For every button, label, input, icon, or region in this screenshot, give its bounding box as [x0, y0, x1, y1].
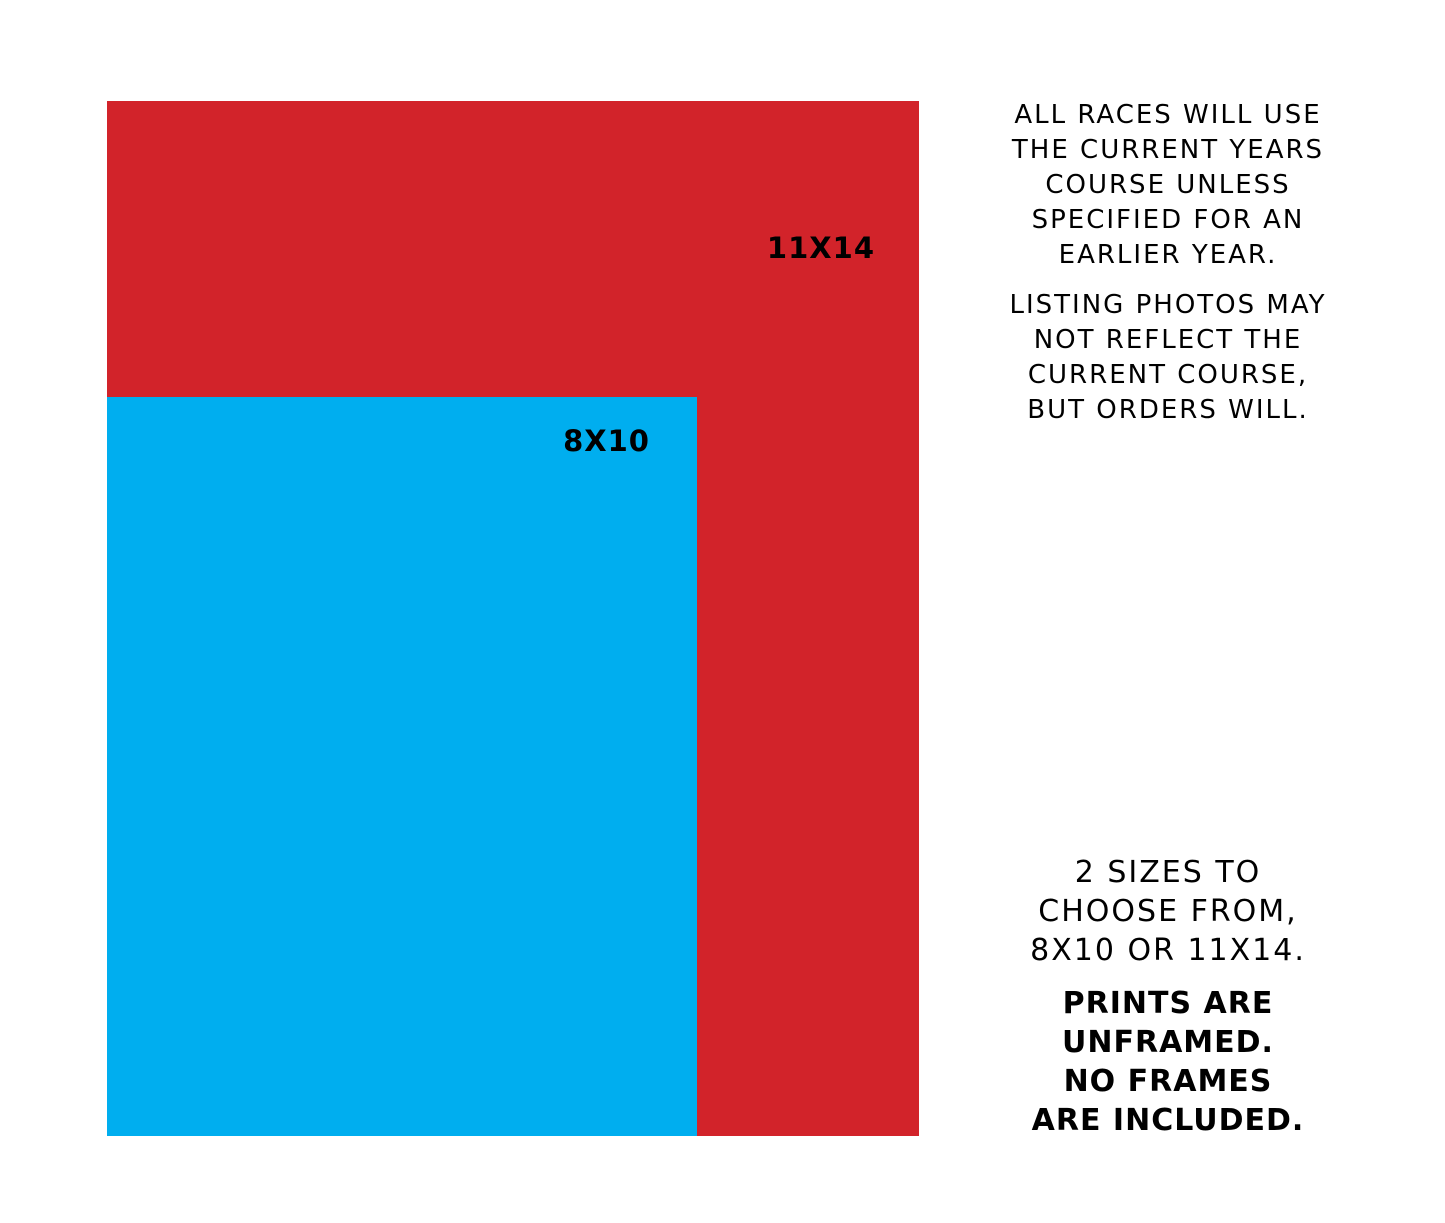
size-label-11x14: 11X14	[766, 231, 875, 265]
print-8x10-area: 8X10	[107, 397, 697, 1136]
sizes-note-text: 2 SIZES TO CHOOSE FROM, 8X10 OR 11X14.	[1030, 855, 1306, 968]
frames-note-text: PRINTS ARE UNFRAMED. NO FRAMES ARE INCLUDED…	[1031, 986, 1305, 1138]
photos-note: LISTING PHOTOS MAY NOT REFLECT THE CURRENT…	[960, 288, 1376, 428]
course-note-text: ALL RACES WILL USE THE CURRENT YEARS COURS…	[1011, 100, 1325, 270]
photos-note-text: LISTING PHOTOS MAY NOT REFLECT THE CURRENT…	[1009, 290, 1327, 425]
course-note: ALL RACES WILL USE THE CURRENT YEARS COURS…	[960, 98, 1376, 273]
frames-note: PRINTS ARE UNFRAMED. NO FRAMES ARE INCLUDED…	[960, 984, 1376, 1140]
size-label-8x10: 8X10	[563, 424, 650, 458]
sizes-note: 2 SIZES TO CHOOSE FROM, 8X10 OR 11X14.	[960, 853, 1376, 970]
